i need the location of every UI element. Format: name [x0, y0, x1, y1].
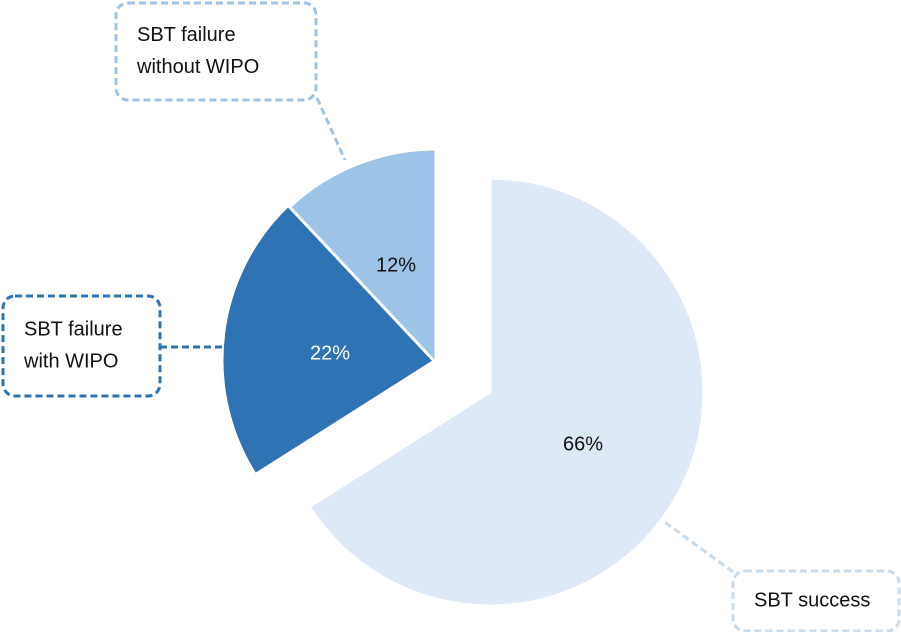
value-label-sbt-failure-without-wipo: 12%	[376, 254, 416, 276]
callout-box-sbt-failure-with-wipo	[1, 294, 162, 398]
callout-leader-lines	[160, 97, 734, 574]
callout-label-sbt-success: SBT success	[754, 589, 870, 611]
leader-line-sbt-success	[661, 518, 734, 574]
callout-box-sbt-success	[731, 569, 901, 632]
callout-label-sbt-failure-without-wipo: without WIPO	[136, 56, 259, 78]
value-label-sbt-success: 66%	[563, 433, 603, 455]
callout-label-sbt-failure-without-wipo: SBT failure	[137, 24, 236, 46]
callout-label-sbt-failure-with-wipo: with WIPO	[23, 350, 118, 372]
pie-slice-sbt-success	[307, 176, 706, 608]
pie-slice-sbt-failure-without-wipo	[288, 147, 438, 365]
value-label-sbt-failure-with-wipo: 22%	[310, 342, 350, 364]
callout-label-sbt-failure-with-wipo: SBT failure	[24, 318, 123, 340]
callout-box-sbt-failure-without-wipo	[114, 1, 318, 102]
pie-slice-sbt-failure-with-wipo	[220, 202, 438, 477]
leader-line-sbt-failure-without-wipo	[315, 97, 347, 161]
pie-slices	[220, 147, 706, 608]
value-labels: 66% 22% 12%	[310, 254, 603, 455]
